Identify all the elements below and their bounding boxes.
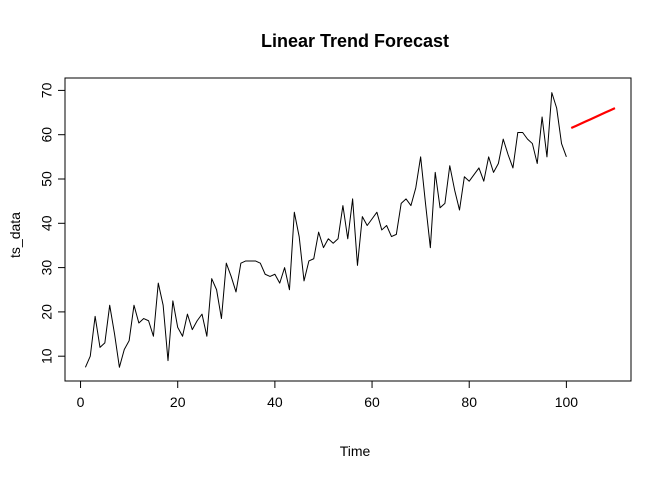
x-tick-label: 60 xyxy=(364,394,380,410)
x-tick-label: 40 xyxy=(267,394,283,410)
y-tick-label: 10 xyxy=(39,348,55,364)
y-tick-label: 60 xyxy=(39,127,55,143)
y-tick-label: 70 xyxy=(39,82,55,98)
y-tick-label: 30 xyxy=(39,260,55,276)
y-axis: 10 20 30 40 50 60 70 xyxy=(39,82,66,364)
x-tick-label: 100 xyxy=(555,394,579,410)
x-axis: 0 20 40 60 80 100 xyxy=(77,380,579,410)
y-axis-label: ts_data xyxy=(7,212,23,258)
x-tick-label: 0 xyxy=(77,394,85,410)
plot-frame xyxy=(64,77,632,382)
series-layer xyxy=(84,92,616,368)
x-tick-label: 80 xyxy=(461,394,477,410)
x-tick-label: 20 xyxy=(170,394,186,410)
y-tick-label: 40 xyxy=(39,215,55,231)
y-tick-label: 50 xyxy=(39,171,55,187)
x-axis-label: Time xyxy=(340,443,371,459)
y-tick-label: 20 xyxy=(39,304,55,320)
chart-title: Linear Trend Forecast xyxy=(261,31,449,51)
series-line-observed xyxy=(84,92,567,368)
series-line-forecast xyxy=(570,107,616,130)
